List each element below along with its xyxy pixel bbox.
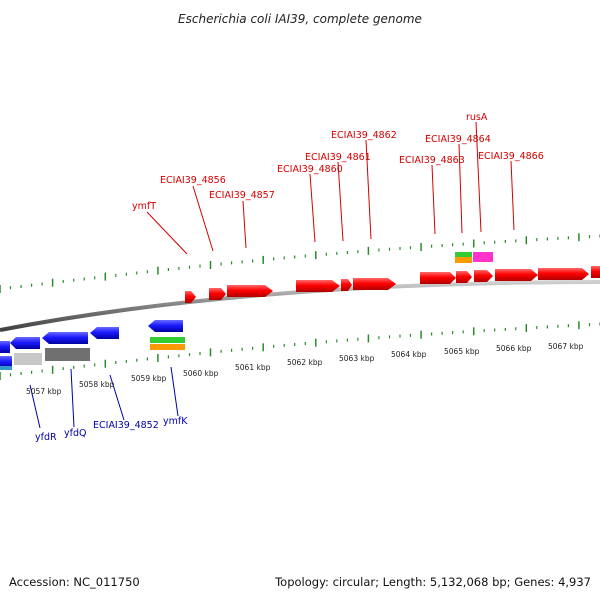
- gene-ECIAI39_4860[interactable]: [296, 280, 340, 292]
- accession-text: Accession: NC_011750: [9, 575, 140, 589]
- gene-reverse-lower[interactable]: [0, 356, 12, 368]
- gene-ECIAI39_4861[interactable]: [341, 279, 352, 291]
- gene-ECIAI39_4863[interactable]: [420, 272, 456, 284]
- label-ECIAI39_4856: ECIAI39_4856: [160, 175, 226, 186]
- gene-ECIAI39_4857[interactable]: [227, 285, 273, 297]
- map-title: Escherichia coli IAI39, complete genome: [178, 12, 422, 26]
- feature-orange-top[interactable]: [455, 257, 472, 263]
- scale-label: 5065 kbp: [444, 347, 480, 356]
- gene-ymfK[interactable]: [148, 320, 183, 332]
- scale-label: 5067 kbp: [548, 342, 584, 351]
- scale-labels: 5057 kbp 5058 kbp 5059 kbp 5060 kbp 5061…: [26, 342, 584, 396]
- bottom-tick-track: [0, 321, 600, 380]
- scale-label: 5066 kbp: [496, 344, 532, 353]
- scale-label: 5057 kbp: [26, 387, 62, 396]
- label-ECIAI39_4863: ECIAI39_4863: [399, 155, 465, 166]
- scale-label: 5058 kbp: [79, 380, 115, 389]
- gene-yfdR[interactable]: [10, 337, 40, 349]
- top-label-leaders: [146, 121, 515, 255]
- top-gene-labels: ymfT ECIAI39_4856 ECIAI39_4857 ECIAI39_4…: [132, 112, 544, 212]
- label-ECIAI39_4864: ECIAI39_4864: [425, 134, 491, 145]
- scale-label: 5060 kbp: [183, 369, 219, 378]
- label-ECIAI39_4860: ECIAI39_4860: [277, 164, 343, 175]
- feature-orange-bottom[interactable]: [150, 344, 185, 350]
- gene-reverse-1[interactable]: [0, 341, 10, 353]
- gene-pseudo-dark[interactable]: [45, 348, 90, 361]
- forward-strand-genes: [185, 252, 600, 303]
- gene-ECIAI39_4852-pseudo[interactable]: [14, 353, 42, 365]
- feature-green-top[interactable]: [455, 252, 472, 257]
- gene-ECIAI39_4856[interactable]: [209, 288, 226, 300]
- scale-label: 5064 kbp: [391, 350, 427, 359]
- scale-label: 5061 kbp: [235, 363, 271, 372]
- feature-magenta-top[interactable]: [473, 252, 493, 262]
- scale-label: 5059 kbp: [131, 374, 167, 383]
- label-ECIAI39_4862: ECIAI39_4862: [331, 130, 397, 141]
- top-tick-track: [0, 233, 600, 293]
- genome-backbone: [0, 280, 600, 332]
- label-ECIAI39_4857: ECIAI39_4857: [209, 190, 275, 201]
- genome-summary-text: Topology: circular; Length: 5,132,068 bp…: [274, 575, 591, 589]
- label-ymfK: ymfK: [163, 416, 188, 427]
- feature-cyan-left[interactable]: [0, 366, 12, 370]
- label-ECIAI39_4852: ECIAI39_4852: [93, 420, 159, 431]
- label-rusA: rusA: [466, 112, 488, 123]
- gene-forward-5[interactable]: [538, 268, 589, 280]
- label-yfdR: yfdR: [35, 432, 57, 443]
- gene-forward-6[interactable]: [591, 266, 600, 278]
- bottom-label-leaders: [29, 366, 179, 429]
- label-ECIAI39_4861: ECIAI39_4861: [305, 152, 371, 163]
- gene-ECIAI39_4864[interactable]: [456, 271, 472, 283]
- gene-ymfT[interactable]: [185, 291, 196, 303]
- label-yfdQ: yfdQ: [64, 428, 86, 439]
- reverse-strand-genes: [0, 320, 185, 370]
- feature-green-bottom[interactable]: [150, 337, 185, 343]
- scale-label: 5063 kbp: [339, 354, 375, 363]
- gene-reverse-4[interactable]: [90, 327, 119, 339]
- scale-label: 5062 kbp: [287, 358, 323, 367]
- gene-ECIAI39_4862[interactable]: [353, 278, 396, 290]
- gene-ECIAI39_4866[interactable]: [495, 269, 538, 281]
- gene-rusA[interactable]: [474, 270, 493, 282]
- label-ECIAI39_4866: ECIAI39_4866: [478, 151, 544, 162]
- label-ymfT: ymfT: [132, 201, 156, 212]
- gene-yfdQ[interactable]: [42, 332, 88, 344]
- bottom-gene-labels: yfdR yfdQ ECIAI39_4852 ymfK: [35, 416, 188, 443]
